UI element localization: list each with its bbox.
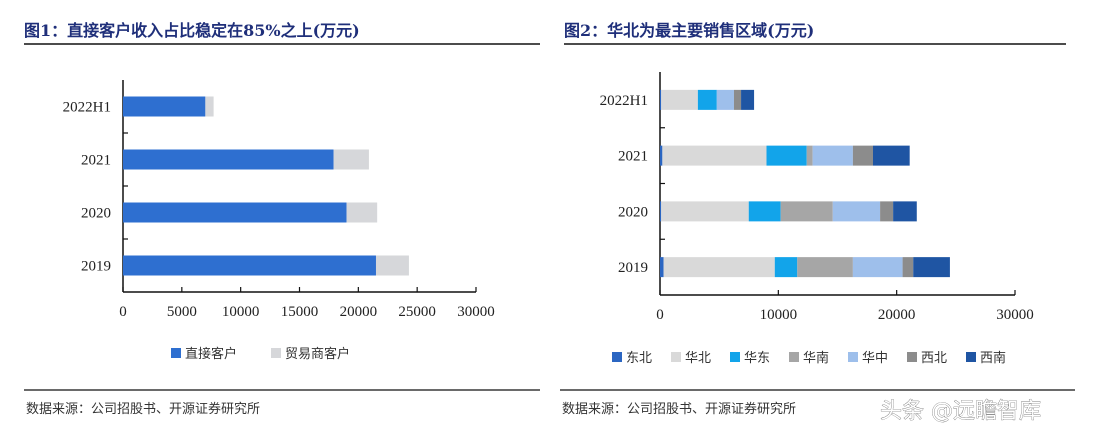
bar-贸易商客户 [375, 255, 409, 276]
bar-西南 [913, 257, 950, 278]
x-tick-label: 15000 [281, 304, 319, 320]
legend-swatch [671, 352, 681, 362]
y-tick-label: 2021 [618, 149, 648, 165]
y-tick-label: 2020 [81, 206, 111, 222]
chart1-source: 数据来源：公司招股书、开源证券研究所 [26, 401, 260, 417]
bar-西南 [873, 145, 910, 166]
legend-label: 西南 [980, 350, 1006, 366]
bar-贸易商客户 [205, 96, 214, 117]
legend-swatch [271, 348, 281, 358]
legend-label: 华中 [862, 351, 888, 366]
legend-swatch [789, 352, 799, 362]
bar-华中 [832, 201, 881, 222]
y-tick-label: 2022H1 [63, 100, 111, 116]
x-tick-label: 5000 [167, 304, 197, 320]
bar-直接客户 [123, 96, 206, 117]
legend-swatch [171, 348, 181, 358]
x-tick-label: 0 [119, 304, 127, 320]
bar-东北 [660, 145, 663, 166]
bar-贸易商客户 [346, 202, 378, 223]
bar-华中 [812, 145, 853, 166]
legend-label: 直接客户 [185, 346, 237, 362]
bar-华东 [774, 257, 798, 278]
x-tick-label: 30000 [996, 307, 1034, 323]
bar-华东 [766, 145, 807, 166]
bar-直接客户 [123, 255, 376, 276]
legend-label: 华南 [803, 350, 829, 366]
legend-swatch [612, 352, 622, 362]
chart2-title: 图2：华北为最主要销售区域(万元) [564, 21, 814, 40]
bar-西南 [741, 89, 755, 110]
bar-贸易商客户 [333, 149, 369, 170]
x-tick-label: 20000 [878, 307, 916, 323]
legend-label: 华东 [744, 351, 770, 366]
y-tick-label: 2019 [81, 259, 111, 275]
y-tick-label: 2022H1 [600, 93, 648, 109]
bar-东北 [660, 257, 664, 278]
bar-西北 [852, 145, 873, 166]
bar-华东 [697, 89, 717, 110]
bar-华南 [780, 201, 833, 222]
x-tick-label: 10000 [222, 304, 260, 320]
bar-华南 [797, 257, 853, 278]
chart2-source: 数据来源：公司招股书、开源证券研究所 [562, 401, 796, 417]
legend-label: 贸易商客户 [285, 346, 350, 362]
x-tick-label: 25000 [398, 304, 436, 320]
bar-西北 [902, 257, 914, 278]
legend-swatch [848, 352, 858, 362]
x-tick-label: 10000 [760, 307, 798, 323]
bar-东北 [660, 201, 662, 222]
y-tick-label: 2020 [618, 204, 648, 220]
legend-label: 西北 [921, 351, 947, 366]
bar-华中 [852, 257, 903, 278]
legend-label: 东北 [626, 351, 652, 366]
chart2-plot: 0 10000 20000 30000 2022H1 2021 2020 2019 东北 华北 华东… [600, 72, 1034, 366]
bar-华北 [663, 257, 775, 278]
bar-西北 [733, 89, 742, 110]
bar-直接客户 [123, 202, 347, 223]
bar-西北 [880, 201, 894, 222]
legend-label: 华北 [685, 351, 711, 366]
legend-swatch [907, 352, 917, 362]
bar-华南 [806, 145, 813, 166]
bar-华中 [716, 89, 734, 110]
watermark: 头条 @远瞻智库 [880, 399, 1041, 424]
bar-华东 [748, 201, 781, 222]
bar-华北 [661, 201, 749, 222]
bar-直接客户 [123, 149, 334, 170]
bar-西南 [893, 201, 917, 222]
chart1-plot: 0 5000 10000 15000 20000 25000 30000 2022H1 2021… [63, 80, 495, 362]
x-tick-label: 0 [656, 307, 664, 323]
y-tick-label: 2019 [618, 260, 648, 276]
x-tick-label: 30000 [457, 304, 495, 320]
bar-华北 [662, 145, 767, 166]
legend-swatch [966, 352, 976, 362]
bar-华北 [661, 89, 698, 110]
chart1-title: 图1：直接客户收入占比稳定在85%之上(万元) [24, 21, 360, 40]
legend-swatch [730, 352, 740, 362]
x-tick-label: 20000 [340, 304, 378, 320]
y-tick-label: 2021 [81, 153, 111, 169]
bar-东北 [660, 89, 662, 110]
